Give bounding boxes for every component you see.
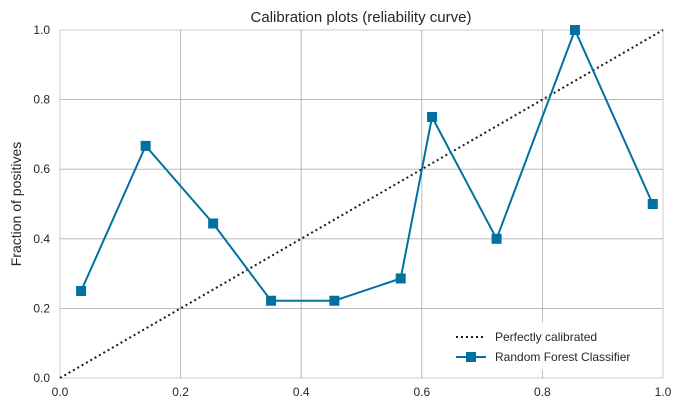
random-forest-point (140, 140, 151, 151)
legend-label-perfectly-calibrated: Perfectly calibrated (495, 330, 597, 344)
random-forest-point (329, 295, 340, 306)
y-tick-label: 0.2 (33, 301, 50, 315)
grid-lines (60, 30, 663, 378)
y-tick-label: 0.6 (33, 162, 50, 176)
tick-labels: 0.0 0.2 0.4 0.6 0.8 1.0 0.0 0.2 0.4 0.6 0.8 1.0 (33, 23, 671, 399)
random-forest-point (395, 273, 406, 284)
chart-title: Calibration plots (reliability curve) (251, 9, 472, 26)
random-forest-point (266, 295, 277, 306)
x-tick-label: 0.0 (52, 385, 69, 399)
random-forest-point (76, 286, 87, 296)
x-tick-label: 0.2 (172, 385, 189, 399)
y-tick-label: 1.0 (33, 23, 50, 37)
random-forest-point (427, 112, 438, 122)
random-forest-point (208, 218, 219, 229)
x-tick-label: 0.4 (293, 385, 310, 399)
y-tick-label: 0.4 (33, 232, 50, 246)
random-forest-line (80, 27, 654, 302)
legend-frame (446, 322, 660, 370)
perfectly-calibrated-line (59, 29, 664, 379)
y-tick-label: 0.8 (33, 93, 50, 107)
x-tick-label: 0.6 (413, 385, 430, 399)
y-axis-label: Fraction of positives (8, 142, 24, 267)
x-tick-label: 0.8 (534, 385, 551, 399)
random-forest-point (647, 199, 658, 209)
legend-label-random-forest: Random Forest Classifier (495, 350, 630, 364)
random-forest-point (569, 25, 580, 35)
legend-marker-random-forest (466, 352, 476, 362)
random-forest-point (491, 233, 502, 244)
y-tick-label: 0.0 (33, 371, 50, 385)
series-layer (59, 25, 664, 379)
legend: Perfectly calibrated Random Forest Class… (446, 322, 660, 370)
x-tick-label: 1.0 (655, 385, 672, 399)
